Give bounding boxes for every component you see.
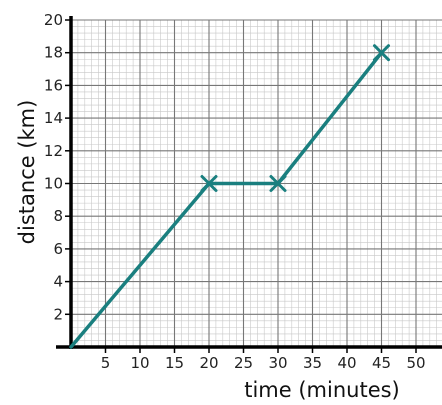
data-point-marker bbox=[269, 175, 287, 192]
y-tick-label: 18 bbox=[44, 44, 63, 62]
x-tick-label: 5 bbox=[101, 354, 111, 372]
marker-stroke bbox=[269, 175, 287, 192]
x-tick-label: 35 bbox=[303, 354, 322, 372]
x-tick-label: 15 bbox=[165, 354, 184, 372]
y-tick-label: 14 bbox=[44, 109, 63, 127]
y-tick-label: 2 bbox=[53, 305, 63, 323]
y-tick-label: 6 bbox=[53, 240, 63, 258]
x-tick-label: 25 bbox=[234, 354, 253, 372]
x-tick-label: 30 bbox=[268, 354, 287, 372]
x-tick-label: 10 bbox=[130, 354, 149, 372]
x-axis-title: time (minutes) bbox=[244, 378, 400, 402]
marker-stroke bbox=[200, 175, 218, 192]
x-tick-label: 50 bbox=[406, 354, 425, 372]
y-tick-label: 4 bbox=[53, 273, 63, 291]
x-tick-label: 40 bbox=[337, 354, 356, 372]
x-tick-label: 45 bbox=[372, 354, 391, 372]
y-tick-label: 8 bbox=[53, 207, 63, 225]
y-tick-label: 16 bbox=[44, 76, 63, 94]
axis-titles: time (minutes) distance (km) bbox=[15, 100, 400, 402]
data-point-marker bbox=[373, 44, 390, 62]
y-axis-title: distance (km) bbox=[15, 100, 39, 245]
marker-stroke bbox=[373, 44, 390, 62]
tick-labels: 5 10 15 20 25 30 35 40 45 50 2 4 6 8 10 12 14 16 18 20 bbox=[44, 11, 426, 372]
y-tick-label: 12 bbox=[44, 142, 63, 160]
y-tick-label: 10 bbox=[44, 175, 63, 193]
series bbox=[69, 44, 390, 349]
axes bbox=[56, 16, 442, 353]
x-tick-label: 20 bbox=[199, 354, 218, 372]
data-point-marker bbox=[200, 175, 218, 192]
series-line bbox=[69, 50, 384, 349]
y-tick-label: 20 bbox=[44, 11, 63, 29]
